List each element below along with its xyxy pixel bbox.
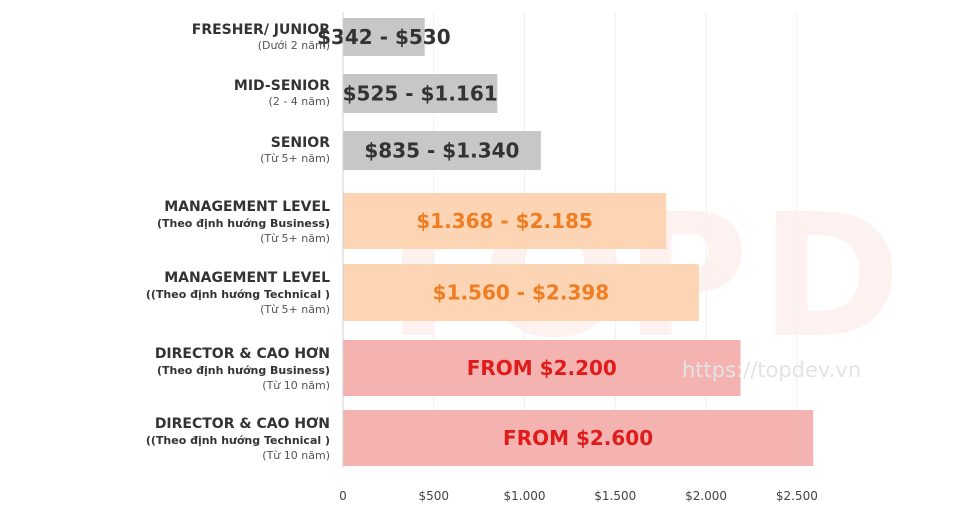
x-tick-label: $2.000	[685, 489, 727, 503]
category-title: FRESHER/ JUNIOR	[192, 22, 330, 38]
bar	[343, 193, 667, 249]
category-subtitle: (Theo định hướng Business)	[157, 364, 330, 377]
category-note: (Từ 5+ năm)	[260, 232, 330, 245]
category-note: (Từ 10 năm)	[262, 379, 330, 392]
bar-value-label: $342 - $530	[317, 25, 451, 49]
x-tick-label: 0	[339, 489, 347, 503]
category-title: MANAGEMENT LEVEL	[164, 270, 330, 286]
x-tick-label: $2.500	[776, 489, 818, 503]
category-subtitle: ((Theo định hướng Technical )	[146, 434, 330, 447]
category-subtitle: ((Theo định hướng Technical )	[146, 288, 330, 301]
bar-value-label: $1.368 - $2.185	[416, 209, 593, 233]
category-title: MANAGEMENT LEVEL	[164, 199, 330, 215]
category-note: (Từ 5+ năm)	[260, 152, 330, 165]
category-title: DIRECTOR & CAO HƠN	[155, 346, 330, 362]
category-title: MID-SENIOR	[234, 78, 330, 94]
bar-value-label: FROM $2.200	[467, 356, 617, 380]
bar-value-label: $835 - $1.340	[364, 139, 519, 163]
bar-value-label: $1.560 - $2.398	[433, 281, 610, 305]
x-tick-label: $1.500	[594, 489, 636, 503]
bar	[343, 74, 498, 113]
bar-value-label: FROM $2.600	[503, 426, 653, 450]
bar	[343, 410, 814, 466]
x-tick-label: $500	[418, 489, 449, 503]
bar	[343, 264, 699, 321]
x-tick-label: $1.000	[504, 489, 546, 503]
category-title: SENIOR	[271, 135, 330, 151]
category-note: (Từ 10 năm)	[262, 449, 330, 462]
bar	[343, 18, 425, 56]
bars: $342 - $530 $525 - $1.161 $835 - $1.340 $1.…	[317, 18, 814, 466]
category-note: (Từ 5+ năm)	[260, 303, 330, 316]
bar	[343, 340, 741, 396]
watermark-url: https://topdev.vn	[682, 358, 861, 382]
category-subtitle: (Theo định hướng Business)	[157, 217, 330, 230]
bar-value-label: $525 - $1.161	[343, 82, 498, 106]
watermark-letter-d: D	[760, 178, 901, 376]
category-labels: FRESHER/ JUNIOR(Dưới 2 năm) MID-SENIOR(2 …	[146, 22, 330, 462]
category-note: (2 - 4 năm)	[269, 95, 330, 108]
x-axis-ticks: 0 $500 $1.000 $1.500 $2.000 $2.500	[339, 489, 818, 503]
category-title: DIRECTOR & CAO HƠN	[155, 416, 330, 432]
bar	[343, 131, 541, 170]
category-note: (Dưới 2 năm)	[258, 39, 330, 52]
